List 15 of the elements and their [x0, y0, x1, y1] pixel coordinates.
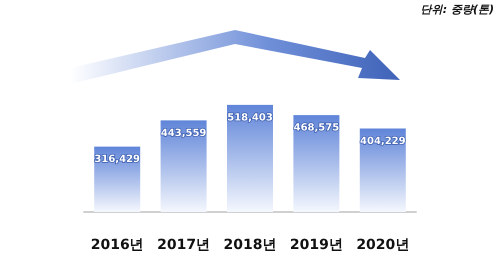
data-label: 518,403	[227, 112, 273, 124]
data-label: 443,559	[160, 128, 206, 139]
data-label: 404,229	[360, 136, 406, 147]
data-label: 316,429	[94, 154, 140, 166]
bar	[227, 104, 273, 212]
text: 단위: 중량(톤)	[420, 3, 494, 16]
bar	[160, 120, 207, 212]
bar	[293, 115, 340, 212]
x-tick-label: 2020년	[356, 237, 410, 253]
bar	[360, 128, 406, 212]
x-tick-label: 2017년	[157, 237, 210, 253]
data-label: 468,575	[294, 122, 340, 134]
x-tick-label: 2016년	[90, 237, 144, 253]
x-tick-label: 2019년	[290, 237, 343, 253]
x-tick-label: 2018년	[224, 237, 276, 253]
